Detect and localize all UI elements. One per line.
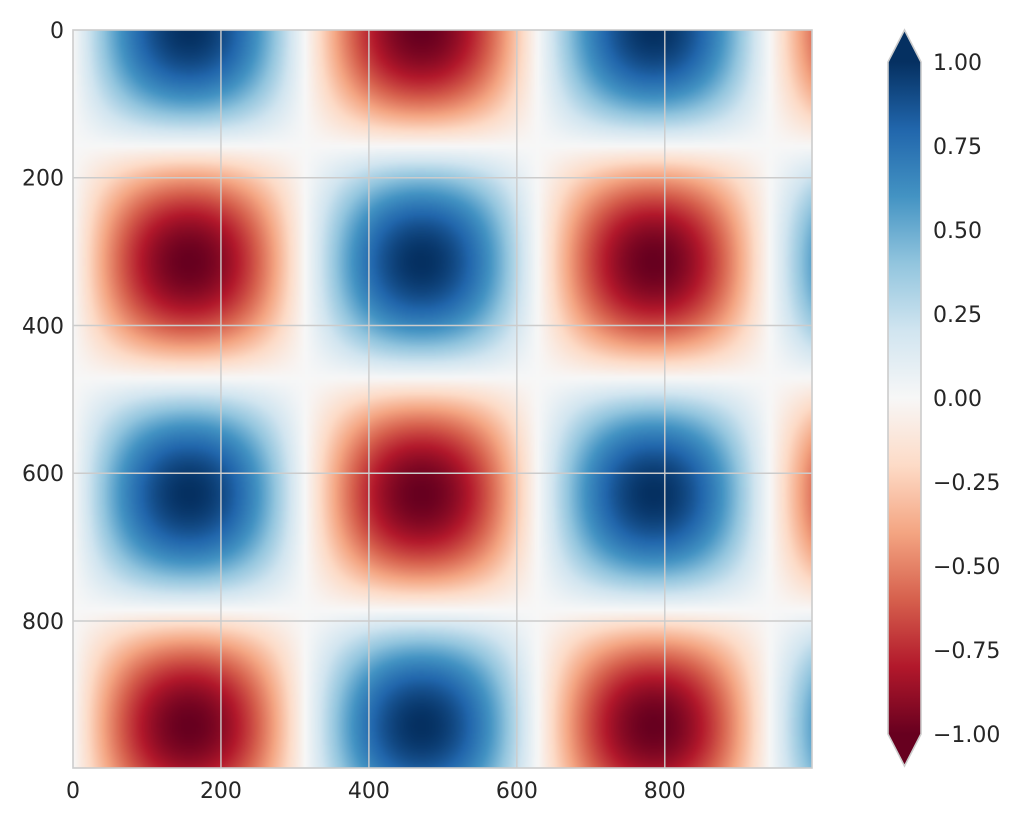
x-tick-label: 400 <box>348 779 390 804</box>
heatmap-image <box>73 30 812 768</box>
colorbar-tick-label: −0.75 <box>933 639 1000 664</box>
colorbar-extend-min <box>888 734 921 766</box>
colorbar-extend-max <box>888 30 921 62</box>
colorbar: −1.00 −0.75 −0.50 −0.25 0.00 0.25 0.50 0.75 1.00 <box>887 28 1000 768</box>
colorbar-gradient <box>888 62 921 734</box>
plot-frame <box>72 29 813 769</box>
y-tick-label: 400 <box>22 314 64 339</box>
x-tick-label: 0 <box>66 779 80 804</box>
colorbar-tick-label: 0.75 <box>933 135 982 160</box>
x-axis-ticks: 0 200 400 600 800 <box>66 779 686 804</box>
x-tick-label: 800 <box>644 779 686 804</box>
colorbar-tick-label: 0.00 <box>933 387 982 412</box>
y-axis-ticks: 0 200 400 600 800 <box>22 19 64 635</box>
y-tick-label: 800 <box>22 610 64 635</box>
colorbar-tick-label: −1.00 <box>933 723 1000 748</box>
colorbar-tick-label: 0.50 <box>933 219 982 244</box>
x-tick-label: 200 <box>200 779 242 804</box>
plot-area <box>73 30 812 768</box>
colorbar-tick-label: 0.25 <box>933 303 982 328</box>
x-tick-label: 600 <box>496 779 538 804</box>
colorbar-outline <box>887 28 922 768</box>
colorbar-tick-label: −0.25 <box>933 471 1000 496</box>
colorbar-tick-label: −0.50 <box>933 555 1000 580</box>
grid-lines <box>72 29 813 769</box>
y-tick-label: 200 <box>22 167 64 192</box>
y-tick-label: 600 <box>22 462 64 487</box>
colorbar-tick-label: 1.00 <box>933 51 982 76</box>
y-tick-label: 0 <box>50 19 64 44</box>
